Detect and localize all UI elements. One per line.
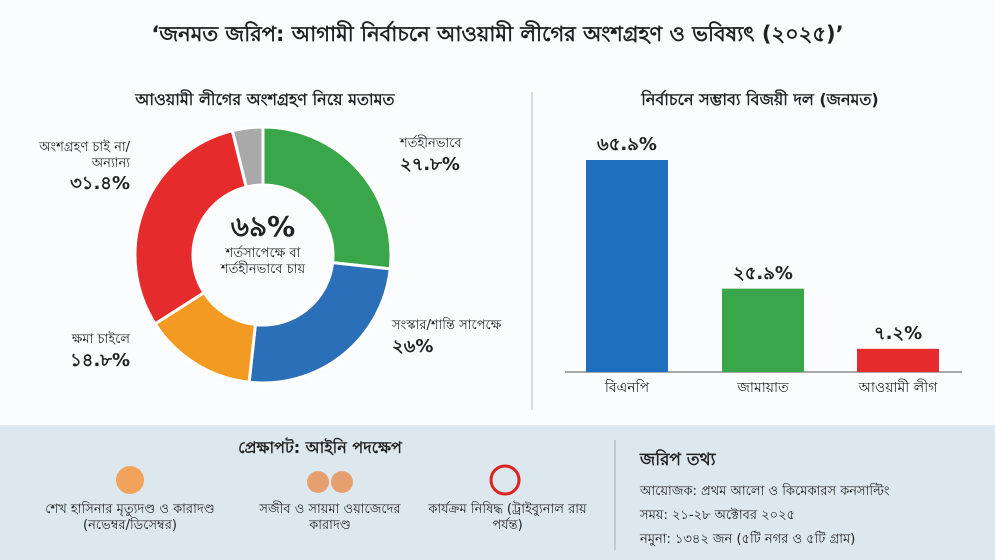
- section-title: প্রেক্ষাপট: আইনি পদক্ষেপ: [238, 438, 402, 457]
- chart-title: নির্বাচনে সম্ভাব্য বিজয়ী দল (জনমত): [641, 90, 879, 109]
- bar: [857, 348, 939, 372]
- slice-label: শর্তহীনভাবে: [400, 136, 462, 151]
- icon: [331, 471, 353, 493]
- center-text: শর্তসাপেক্ষে বা শর্তহীনভাবে চায়: [220, 246, 306, 277]
- info-line: সময়: ২১-২৮ অক্টোবর ২০২৫: [640, 508, 795, 523]
- page-title: ‘জনমত জরিপ: আগামী নির্বাচনে আওয়ামী লীগে…: [151, 22, 844, 46]
- slice-value: ৩১.৪%: [70, 173, 130, 195]
- icon: [489, 464, 521, 496]
- donut-slice: [133, 128, 249, 326]
- slice-value: ২৭.৮%: [400, 153, 460, 175]
- value-label: ৬৫.৯%: [597, 134, 657, 155]
- slice-label: ক্ষমা চাইলে: [71, 332, 130, 347]
- slice-label: সংস্কার/শান্তি সাপেক্ষে: [392, 318, 502, 333]
- bar: [722, 288, 804, 372]
- donut-slice: [261, 125, 393, 271]
- value-label: ২৫.৯%: [733, 262, 793, 284]
- info-line: নমুনা: ১৩৪২ জন (৫টি নগর ও ৫টি গ্রাম): [640, 532, 856, 547]
- donut-slice: [247, 260, 392, 385]
- icon: [116, 466, 144, 494]
- background-item: কার্যক্রম নিষিদ্ধ (ট্রাইব্যুনাল রায় পর্…: [428, 502, 587, 533]
- info-line: আয়োজক: প্রথম আলো ও কিমেকারস কনসাল্টিং: [640, 484, 890, 499]
- value-label: ৭.২%: [873, 322, 923, 344]
- background-item: শেখ হাসিনার মৃত্যুদণ্ড ও কারাদণ্ড (নভেম্…: [45, 502, 215, 533]
- slice-value: ১৪.৮%: [70, 349, 130, 371]
- center-value: ৬৯%: [230, 210, 296, 243]
- icon: [307, 471, 329, 493]
- background-item: সজীব ও সায়মা ওয়াজেদের কারাদণ্ড: [259, 502, 401, 533]
- slice-value: ২৬%: [392, 335, 434, 357]
- x-tick-label: জামায়াত: [737, 380, 789, 396]
- section-title: জরিপ তথ্য: [640, 450, 716, 470]
- x-tick-label: বিএনপি: [604, 380, 650, 396]
- chart-title: আওয়ামী লীগের অংশগ্রহণ নিয়ে মতামত: [135, 90, 395, 109]
- bar: [586, 160, 668, 372]
- x-tick-label: আওয়ামী লীগ: [858, 380, 938, 396]
- donut-slice: [230, 125, 265, 189]
- slice-label: অংশগ্রহণ চাই না/অন্যান্য: [39, 140, 130, 171]
